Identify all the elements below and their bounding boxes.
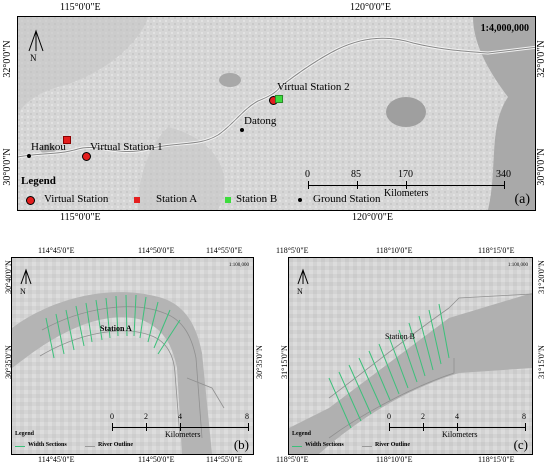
datong-marker: [240, 128, 244, 132]
hankou-marker: [27, 154, 31, 158]
c-bottom-coord-3: 118°15'0"E: [478, 455, 515, 464]
c-scale-tick-1: 2: [421, 412, 425, 421]
lake-chaohu: [219, 73, 241, 87]
c-top-coord-1: 118°5'0"E: [276, 246, 309, 255]
station-a-label: Station A: [100, 324, 132, 333]
vs1-label: Virtual Station 1: [90, 141, 163, 153]
b-scale-tick-0: 0: [110, 412, 114, 421]
north-arrow-icon: [28, 29, 44, 52]
a-scale-tick-0: 0: [305, 169, 310, 180]
b-north-arrow-icon: [20, 268, 32, 285]
river-c: [289, 293, 532, 454]
b-top-coord-3: 114°55'0"E: [206, 246, 243, 255]
c-north-label: N: [297, 287, 303, 296]
c-top-coord-3: 118°15'0"E: [478, 246, 515, 255]
b-legend-width-icon: [15, 446, 25, 447]
c-scale-unit: Kilometers: [442, 430, 478, 439]
panel-c-map: N 1:100,000 Station B 0 2 4 8 Kilometers…: [288, 257, 533, 455]
b-top-coord-1: 114°45'0"E: [38, 246, 75, 255]
legend-virtual-station-label: Virtual Station: [44, 193, 109, 205]
a-scale-ratio: 1:4,000,000: [480, 23, 529, 34]
station-a-marker: [63, 136, 71, 144]
c-right-coord-1: 31°20'0"N: [537, 260, 546, 294]
b-scale-tick-3: 8: [245, 412, 249, 421]
station-b-label: Station B: [385, 332, 416, 341]
a-right-coord-1: 32°0'0"N: [536, 40, 547, 78]
b-legend: Width Sections River Outline: [15, 442, 165, 452]
legend-station-b-label: Station B: [236, 193, 278, 205]
c-legend-title: Legend: [292, 431, 312, 437]
vs2-label: Virtual Station 2: [277, 81, 350, 93]
c-scale-tick-3: 8: [522, 412, 526, 421]
panel-b-map: N 1:100,000 Station A 0 2 4 8 Kilometers…: [11, 257, 254, 455]
b-width-sections: [45, 294, 181, 359]
b-legend-outline-label: River Outline: [98, 442, 134, 448]
legend-station-a-icon: [134, 197, 140, 203]
a-scale-tick-3: 340: [496, 169, 511, 180]
b-scalebar: 0 2 4 8 Kilometers: [110, 411, 252, 441]
b-legend-title: Legend: [15, 431, 35, 437]
b-scale-unit: Kilometers: [165, 430, 201, 439]
c-legend-outline-label: River Outline: [375, 442, 411, 448]
b-bottom-coord-3: 114°55'0"E: [206, 455, 243, 464]
a-scale-tick-2: 170: [398, 169, 413, 180]
c-top-coord-2: 118°10'0"E: [376, 246, 413, 255]
a-left-coord-2: 30°0'0"N: [2, 148, 13, 186]
a-scalebar: 0 85 170 340 Kilometers: [305, 167, 511, 199]
a-top-coord-2: 120°0'0"E: [350, 2, 391, 13]
legend-virtual-station-icon: [26, 196, 35, 205]
a-left-coord-1: 32°0'0"N: [2, 40, 13, 78]
c-north-arrow-icon: [297, 268, 309, 285]
c-legend-width-icon: [292, 446, 302, 447]
datong-label: Datong: [244, 115, 277, 127]
legend-ground-station-label: Ground Station: [313, 193, 381, 205]
b-scale-tick-1: 2: [144, 412, 148, 421]
b-north-label: N: [20, 287, 26, 296]
b-legend-width-label: Width Sections: [28, 442, 67, 448]
c-legend-width-label: Width Sections: [305, 442, 344, 448]
c-legend-outline-icon: [362, 446, 372, 447]
c-scale-tick-0: 0: [387, 412, 391, 421]
c-panel-label: (c): [513, 437, 528, 452]
panel-c-basemap: [289, 258, 532, 454]
a-bottom-coord-1: 115°0'0"E: [60, 212, 101, 223]
c-bottom-coord-2: 118°10'0"E: [376, 455, 413, 464]
a-scale-unit: Kilometers: [384, 188, 429, 199]
a-panel-label: (a): [514, 192, 530, 207]
legend-station-a-label: Station A: [156, 193, 198, 205]
c-bottom-coord-1: 118°5'0"E: [276, 455, 309, 464]
a-bottom-coord-2: 120°0'0"E: [352, 212, 393, 223]
b-bottom-coord-2: 114°50'0"E: [138, 455, 175, 464]
a-scale-tick-1: 85: [351, 169, 361, 180]
yangtze-outline: [18, 37, 535, 158]
b-bottom-coord-1: 114°45'0"E: [38, 455, 75, 464]
c-scale-tick-2: 4: [455, 412, 459, 421]
c-legend: Width Sections River Outline: [292, 442, 442, 452]
hankou-label: Hankou: [31, 141, 66, 153]
a-north-label: N: [30, 53, 37, 63]
b-scale-ratio: 1:100,000: [228, 263, 249, 268]
c-scale-ratio: 1:100,000: [507, 263, 528, 268]
a-legend-title: Legend: [21, 175, 56, 187]
b-top-coord-2: 114°50'0"E: [138, 246, 175, 255]
c-scalebar: 0 2 4 8 Kilometers: [387, 411, 529, 441]
panel-a-basemap: [18, 17, 535, 210]
b-legend-outline-icon: [85, 446, 95, 447]
c-right-coord-2: 31°15'0"N: [537, 345, 546, 379]
b-scale-tick-2: 4: [178, 412, 182, 421]
station-b-marker: [275, 95, 283, 103]
panel-b-basemap: [12, 258, 253, 454]
b-right-coord-1: 30°35'0"N: [255, 345, 264, 379]
c-width-sections: [328, 303, 450, 429]
a-top-coord-1: 115°0'0"E: [60, 2, 101, 13]
b-panel-label: (b): [233, 437, 249, 452]
lake-taihu: [386, 97, 426, 127]
virtual-station-1-marker: [82, 152, 91, 161]
river-b: [12, 292, 212, 454]
legend-station-b-icon: [225, 197, 231, 203]
panel-a-map: N 1:4,000,000 Virtual Station 2 Datong H…: [17, 16, 536, 211]
a-right-coord-2: 30°0'0"N: [536, 148, 547, 186]
legend-ground-station-icon: [298, 198, 302, 202]
